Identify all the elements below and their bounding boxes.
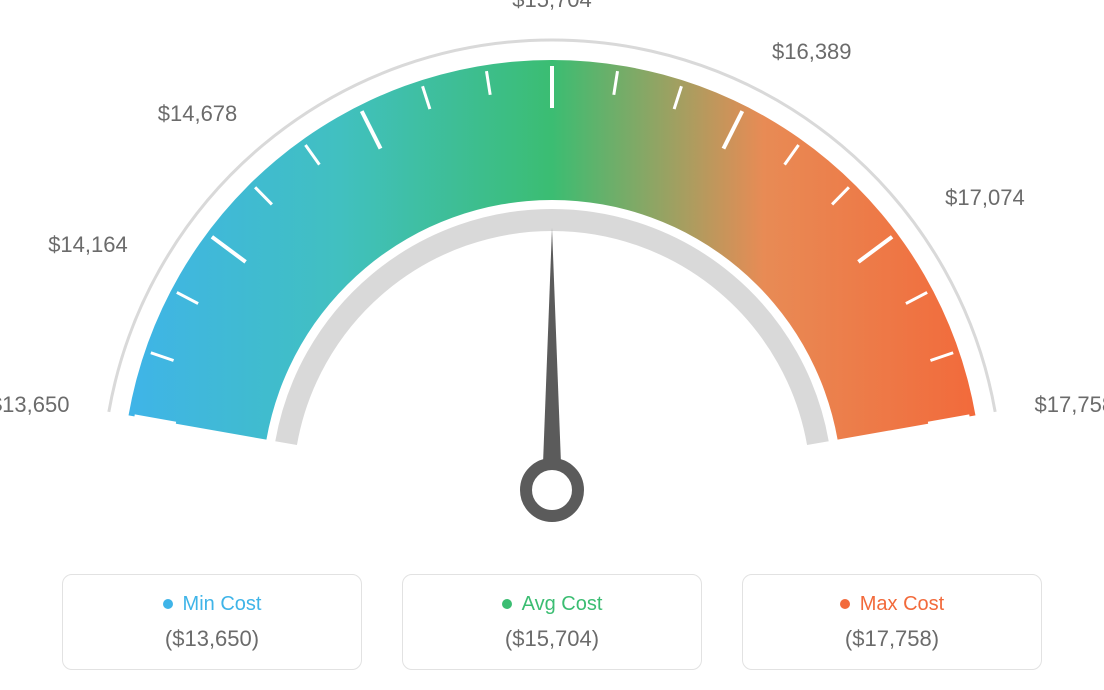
needle-hub: [526, 464, 578, 516]
cost-gauge-chart: $13,650 $14,164 $14,678 $15,704 $16,389 $17,0…: [0, 0, 1104, 690]
legend-label: Max Cost: [860, 593, 944, 616]
gauge-area: $13,650 $14,164 $14,678 $15,704 $16,389 $17,0…: [0, 0, 1104, 560]
legend-label: Min Cost: [183, 593, 262, 616]
gauge-tick-label: $17,758: [1035, 392, 1104, 418]
legend-dot-icon: [502, 599, 512, 609]
gauge-tick-label: $15,704: [512, 0, 592, 13]
legend-card-min: Min Cost ($13,650): [62, 574, 362, 670]
legend-value: ($17,758): [845, 626, 939, 652]
legend-value: ($13,650): [165, 626, 259, 652]
legend-label-row: Min Cost: [163, 593, 262, 616]
legend-label: Avg Cost: [522, 593, 603, 616]
legend-dot-icon: [163, 599, 173, 609]
legend-row: Min Cost ($13,650) Avg Cost ($15,704) Max Co…: [0, 574, 1104, 670]
gauge-tick-label: $17,074: [945, 185, 1025, 211]
legend-card-max: Max Cost ($17,758): [742, 574, 1042, 670]
gauge-tick-label: $16,389: [772, 39, 852, 65]
gauge-tick-label: $13,650: [0, 392, 69, 418]
gauge-svg: [0, 0, 1104, 560]
legend-dot-icon: [840, 599, 850, 609]
legend-label-row: Max Cost: [840, 593, 944, 616]
legend-card-avg: Avg Cost ($15,704): [402, 574, 702, 670]
legend-value: ($15,704): [505, 626, 599, 652]
gauge-tick-label: $14,164: [48, 232, 128, 258]
legend-label-row: Avg Cost: [502, 593, 603, 616]
needle: [542, 228, 562, 490]
gauge-tick-label: $14,678: [158, 101, 238, 127]
